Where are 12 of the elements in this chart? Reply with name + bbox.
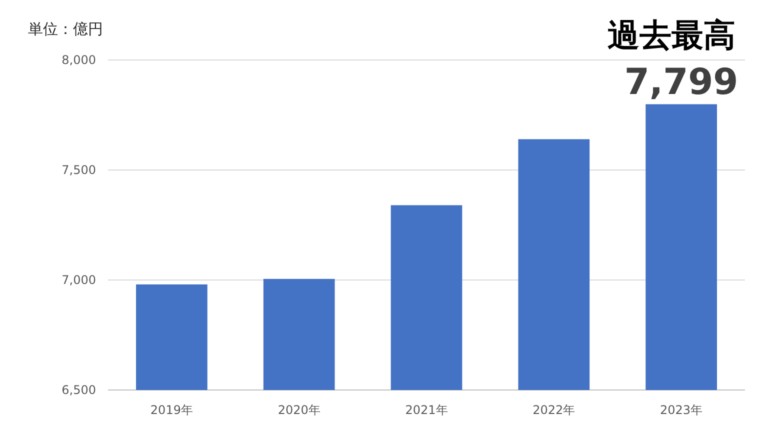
data-label: 7,799 [624,62,738,104]
x-tick-label: 2022年 [532,403,576,417]
x-tick-label: 2021年 [405,403,448,417]
y-tick-label: 7,500 [62,163,96,177]
x-tick-label: 2020年 [278,403,320,417]
x-tick-label: 2023年 [660,403,703,417]
y-tick-label: 7,000 [62,273,96,287]
text: 過去最高 [607,16,736,54]
y-axis-title: 単位：億円 [28,20,103,38]
y-tick-label: 6,500 [62,383,96,397]
y-tick-label: 8,000 [62,53,96,67]
x-tick-label: 2019年 [150,403,193,417]
